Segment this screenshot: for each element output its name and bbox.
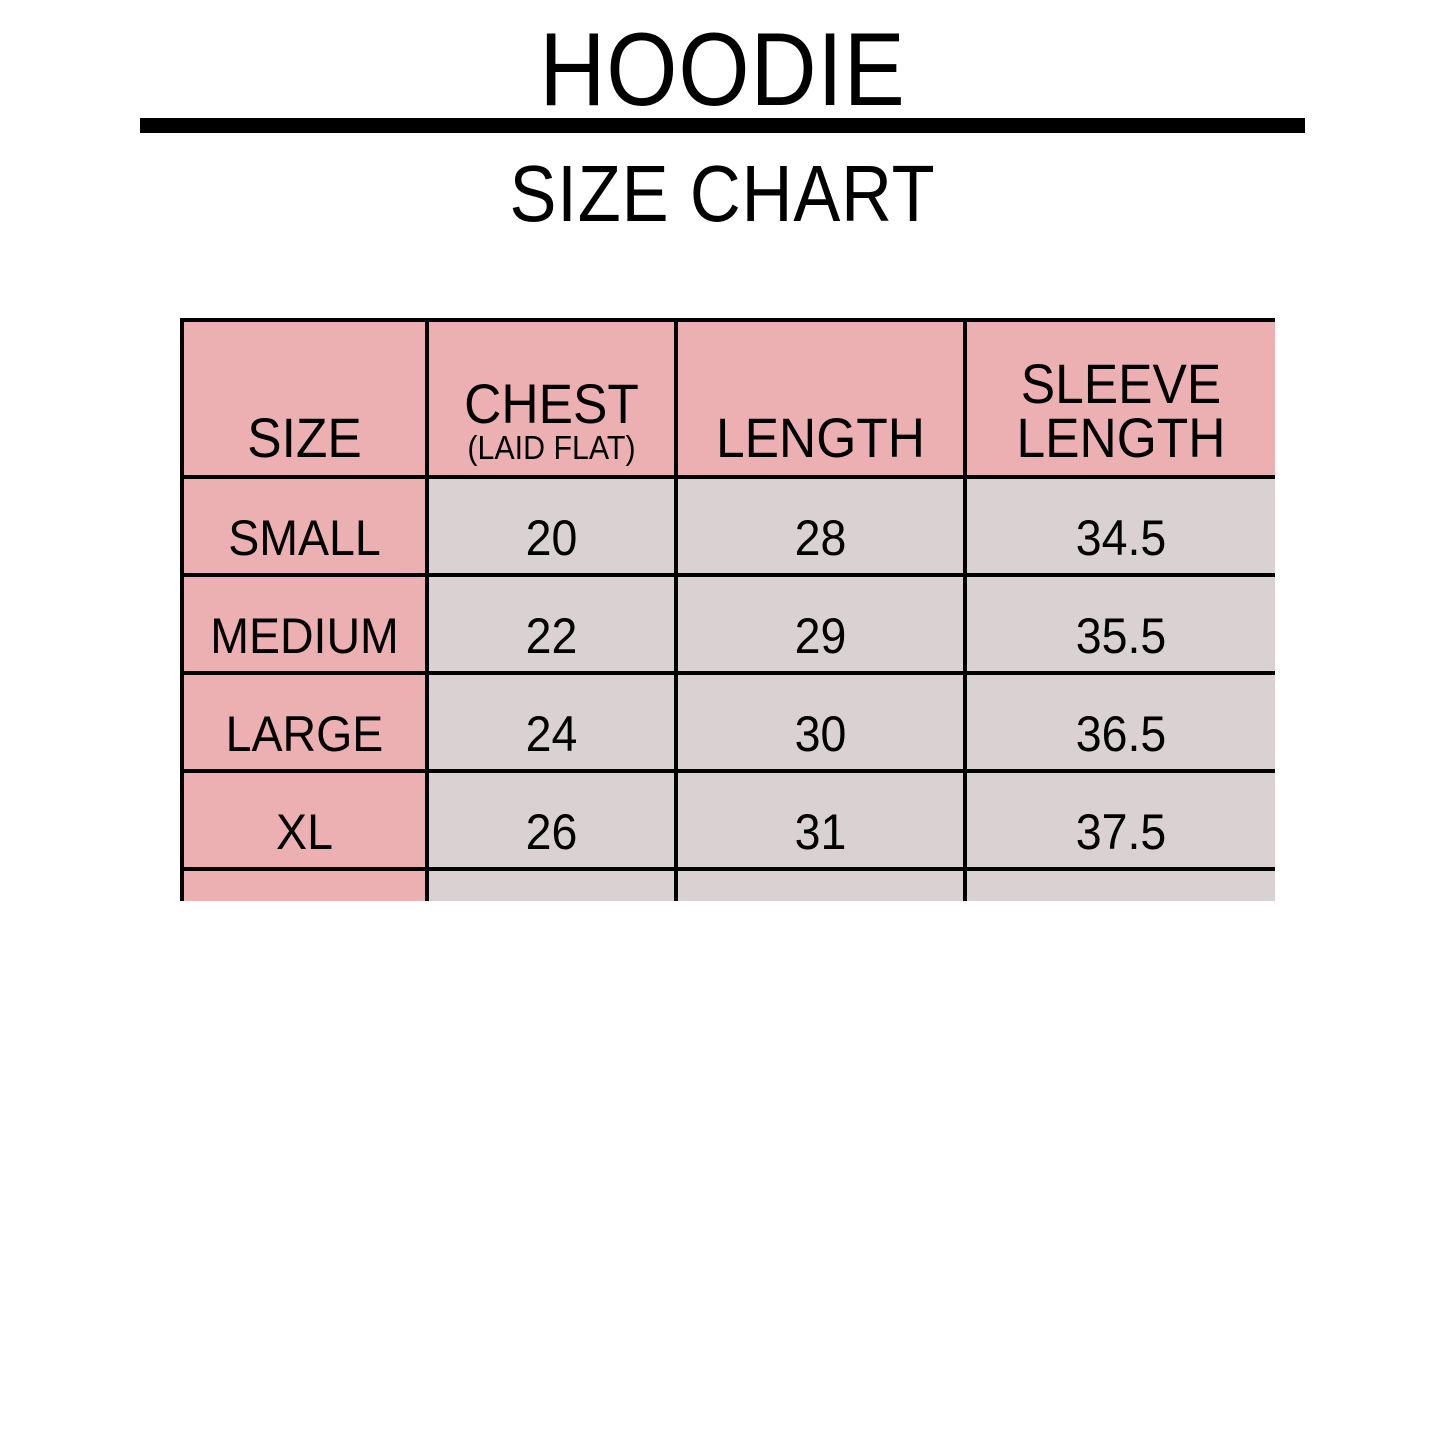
cell-chest: 20 xyxy=(425,475,678,577)
cell-length: 31 xyxy=(674,769,967,871)
column-header-sleeve-label-line1: SLEEVE xyxy=(1020,352,1222,415)
column-header-length: LENGTH xyxy=(674,318,967,479)
cell-size: 2XL xyxy=(180,867,429,901)
cell-length-value: 30 xyxy=(794,706,847,762)
cell-size: LARGE xyxy=(180,671,429,773)
cell-sleeve-value: 34.5 xyxy=(1075,510,1167,566)
table-row: 2XL 27 32 38.5 xyxy=(180,867,1275,901)
title-block: HOODIE SIZE CHART xyxy=(0,0,1445,234)
cell-sleeve: 36.5 xyxy=(963,671,1275,773)
cell-sleeve-value: 36.5 xyxy=(1075,706,1167,762)
page-title: HOODIE xyxy=(539,12,906,128)
cell-length-value: 29 xyxy=(794,608,847,664)
size-chart-table: SIZE CHEST (LAID FLAT) LENGTH SLEEVE LEN… xyxy=(180,318,1275,901)
cell-length: 30 xyxy=(674,671,967,773)
cell-chest-value: 22 xyxy=(525,608,578,664)
table-row: SMALL 20 28 34.5 xyxy=(180,475,1275,577)
table-row: LARGE 24 30 36.5 xyxy=(180,671,1275,773)
table-header-row: SIZE CHEST (LAID FLAT) LENGTH SLEEVE LEN… xyxy=(180,318,1275,479)
column-header-length-label: LENGTH xyxy=(716,406,925,469)
cell-chest-value: 26 xyxy=(525,804,578,860)
cell-size: MEDIUM xyxy=(180,573,429,675)
size-chart-table-container: SIZE CHEST (LAID FLAT) LENGTH SLEEVE LEN… xyxy=(180,318,1275,901)
page-subtitle: SIZE CHART xyxy=(509,149,936,238)
cell-size-value: MEDIUM xyxy=(210,608,399,664)
cell-size: SMALL xyxy=(180,475,429,577)
cell-chest: 22 xyxy=(425,573,678,675)
cell-chest: 24 xyxy=(425,671,678,773)
cell-size-value: SMALL xyxy=(228,510,381,566)
cell-length: 32 xyxy=(674,867,967,901)
cell-sleeve-value: 35.5 xyxy=(1075,608,1167,664)
table-body: SMALL 20 28 34.5 MEDIUM xyxy=(180,475,1275,901)
column-header-chest-label: CHEST xyxy=(464,372,639,435)
cell-size-value: XL xyxy=(276,804,333,860)
cell-sleeve: 37.5 xyxy=(963,769,1275,871)
table-row: XL 26 31 37.5 xyxy=(180,769,1275,871)
cell-chest: 27 xyxy=(425,867,678,901)
cell-length: 29 xyxy=(674,573,967,675)
cell-chest-value: 24 xyxy=(525,706,578,762)
column-header-chest: CHEST (LAID FLAT) xyxy=(425,318,678,479)
column-header-size: SIZE xyxy=(180,318,429,479)
cell-length: 28 xyxy=(674,475,967,577)
column-header-chest-sublabel: (LAID FLAT) xyxy=(467,429,636,466)
cell-chest-value: 20 xyxy=(525,510,578,566)
cell-sleeve: 38.5 xyxy=(963,867,1275,901)
cell-sleeve: 34.5 xyxy=(963,475,1275,577)
cell-size: XL xyxy=(180,769,429,871)
cell-size-value: LARGE xyxy=(225,706,384,762)
cell-chest: 26 xyxy=(425,769,678,871)
cell-length-value: 28 xyxy=(794,510,847,566)
column-header-sleeve-label-line2: LENGTH xyxy=(1016,406,1226,469)
column-header-size-label: SIZE xyxy=(247,406,362,469)
cell-sleeve-value: 37.5 xyxy=(1075,804,1167,860)
title-divider-rule xyxy=(140,118,1305,133)
cell-length-value: 31 xyxy=(794,804,847,860)
cell-sleeve: 35.5 xyxy=(963,573,1275,675)
table-header: SIZE CHEST (LAID FLAT) LENGTH SLEEVE LEN… xyxy=(180,318,1275,479)
column-header-sleeve: SLEEVE LENGTH xyxy=(963,318,1275,479)
table-row: MEDIUM 22 29 35.5 xyxy=(180,573,1275,675)
